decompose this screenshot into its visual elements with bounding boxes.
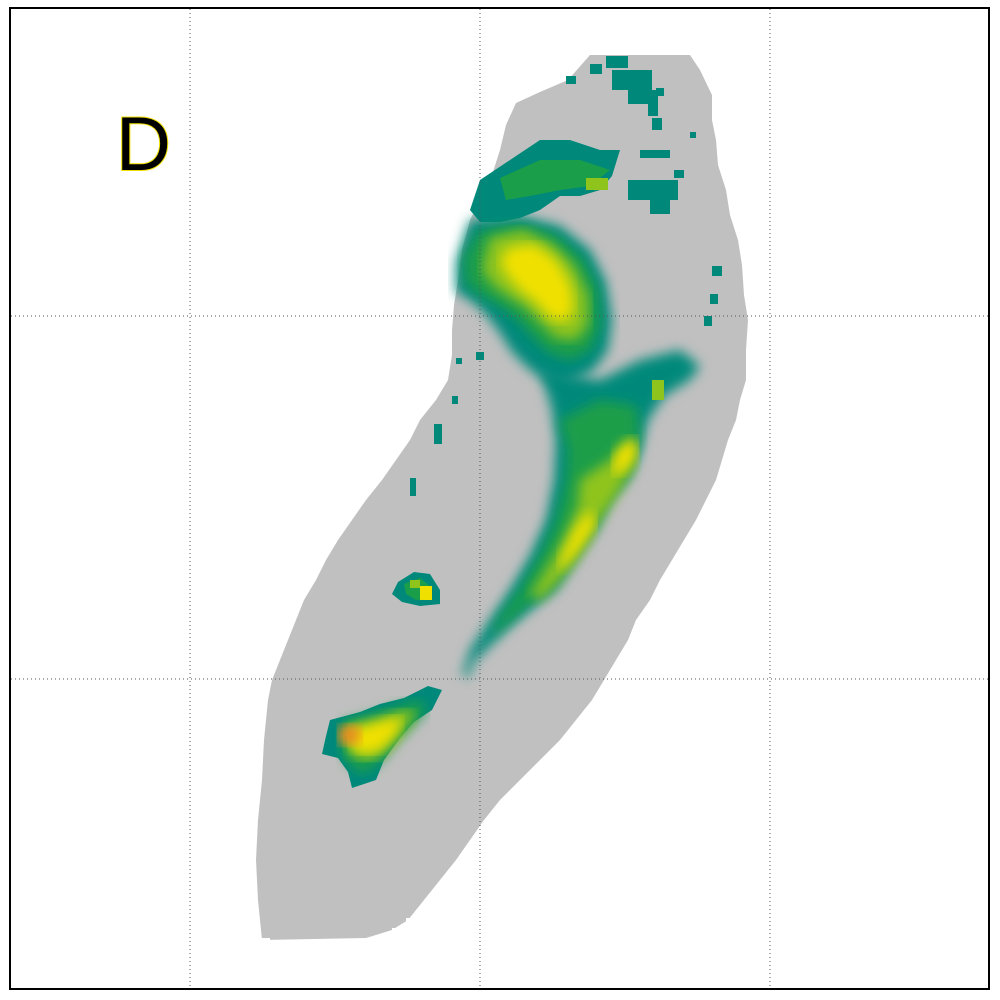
graticule — [11, 9, 988, 988]
map-frame — [9, 7, 990, 990]
intensity-tail-streak — [462, 350, 700, 676]
intensity-lower-hotspot — [322, 686, 442, 788]
intensity-main-hotspot — [456, 216, 612, 386]
intensity-upper-band — [470, 140, 620, 222]
panel-label: D — [116, 102, 171, 187]
intensity-upper-patches — [410, 56, 722, 496]
region-edge-steps — [258, 918, 420, 948]
intensity-small-patch — [392, 572, 440, 606]
